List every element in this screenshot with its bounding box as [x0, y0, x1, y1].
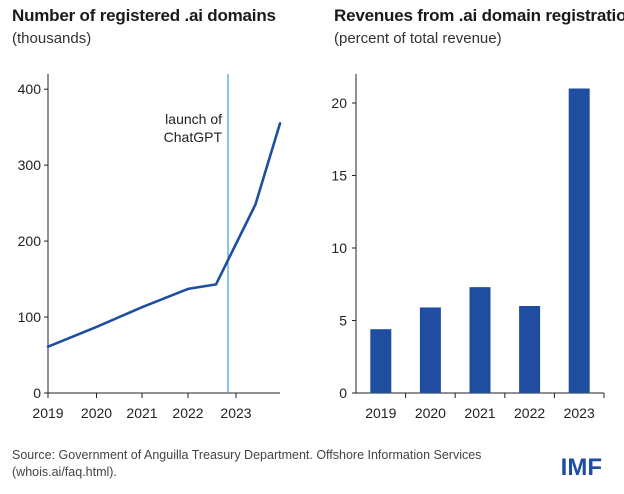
- revenue-chart-subtitle: (percent of total revenue): [334, 30, 502, 47]
- domains-chart-subtitle: (thousands): [12, 30, 92, 47]
- imf-logo: IMF: [560, 454, 602, 481]
- x-tick-label: 2023: [220, 405, 251, 421]
- y-tick-label: 5: [339, 313, 347, 329]
- y-tick-label: 10: [331, 240, 347, 256]
- source-note: Source: Government of Anguilla Treasury …: [12, 448, 482, 479]
- revenue-bar: [469, 287, 491, 393]
- x-tick-label: 2021: [464, 405, 495, 421]
- revenue-bar: [568, 88, 590, 393]
- x-tick-label: 2021: [126, 405, 157, 421]
- x-tick-label: 2020: [415, 405, 446, 421]
- x-tick-label: 2023: [564, 405, 595, 421]
- y-tick-label: 0: [339, 385, 347, 401]
- x-tick-label: 2022: [172, 405, 203, 421]
- y-tick-label: 100: [18, 309, 42, 325]
- y-tick-label: 0: [33, 385, 41, 401]
- y-tick-label: 400: [18, 81, 42, 97]
- revenue-bar: [370, 329, 392, 393]
- domains-series-line: [46, 122, 282, 349]
- y-tick-label: 15: [331, 168, 347, 184]
- x-tick-label: 2022: [514, 405, 545, 421]
- x-tick-label: 2019: [365, 405, 396, 421]
- domains-chart-panel: Number of registered .ai domains (thousa…: [0, 0, 312, 440]
- revenue-bar: [519, 306, 541, 393]
- launch-annotation-line2: ChatGPT: [164, 129, 223, 145]
- x-tick-label: 2020: [81, 405, 112, 421]
- y-tick-label: 200: [18, 233, 42, 249]
- launch-annotation-line1: launch of: [165, 111, 222, 127]
- revenue-bar: [419, 307, 441, 393]
- revenue-bar-chart: 0 5 10 15 20 2019 2020 2021 2022 2023: [331, 74, 605, 421]
- y-tick-label: 20: [331, 95, 347, 111]
- x-tick-label: 2019: [32, 405, 63, 421]
- revenue-chart-panel: Revenues from .ai domain registration (p…: [312, 0, 624, 440]
- domains-chart-title: Number of registered .ai domains: [12, 6, 276, 25]
- y-tick-label: 300: [18, 157, 42, 173]
- revenue-chart-title: Revenues from .ai domain registration: [334, 6, 624, 25]
- domains-line-chart: 0 100 200 300 400 2019 2020 2021 2022 2023 launch …: [18, 74, 282, 421]
